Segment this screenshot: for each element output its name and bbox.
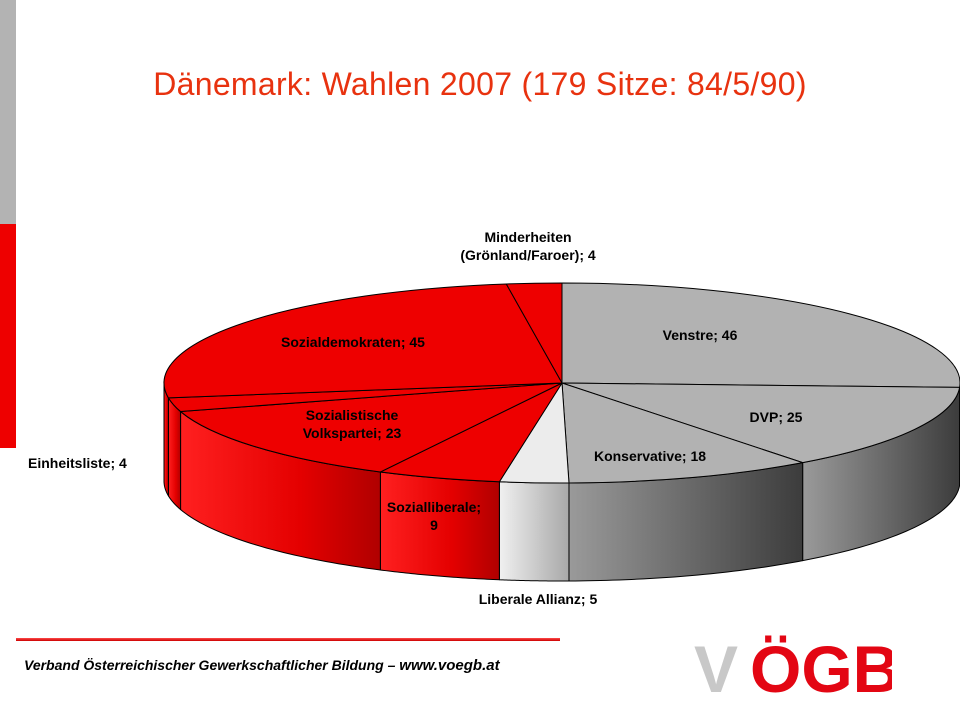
data-label-sozialistische-volkspartei: Sozialistische Volkspartei; 23 (303, 407, 402, 441)
pie-slice-minderheiten-gr-nland-faroer (505, 282, 563, 384)
pie-slice-sozialistische-volkspartei (180, 382, 563, 473)
data-label-socialliberale: Sozialliberale; 9 (387, 499, 481, 533)
data-label-line: Volkspartei; 23 (303, 425, 402, 441)
pie-slice-tops (163, 282, 960, 484)
data-label-einheitsliste: Einheitsliste; 4 (28, 455, 127, 471)
data-label-liberale-allianz: Liberale Allianz; 5 (479, 591, 598, 607)
data-label-minderheiten-gr-nland-faroer: Minderheiten (Grönland/Faroer); 4 (460, 229, 596, 263)
data-label-line: Venstre; 46 (663, 327, 738, 343)
data-label-line: Einheitsliste; 4 (28, 455, 127, 471)
data-label-konservative: Konservative; 18 (594, 448, 706, 464)
data-label-line: (Grönland/Faroer); 4 (460, 247, 596, 263)
pie-slice-sozialdemokraten (163, 283, 563, 399)
data-label-sozialdemokraten: Sozialdemokraten; 45 (281, 334, 425, 350)
data-label-line: DVP; 25 (750, 409, 803, 425)
data-label-line: Sozialliberale; (387, 499, 481, 515)
footer-credit: Verband Österreichischer Gewerkschaftlic… (24, 657, 500, 674)
data-label-line: Sozialistische (306, 407, 399, 423)
data-label-line: Konservative; 18 (594, 448, 706, 464)
pie-side-socialliberale (379, 471, 500, 581)
footer-divider (16, 638, 560, 641)
data-label-dvp: DVP; 25 (750, 409, 803, 425)
slide-title: Dänemark: Wahlen 2007 (179 Sitze: 84/5/9… (153, 66, 807, 102)
pie-side-einheitsliste (167, 397, 182, 511)
pie-side-liberale-allianz (498, 481, 570, 582)
svg-text:V: V (694, 632, 738, 700)
data-label-line: Minderheiten (484, 229, 571, 245)
pie-slice-venstre (561, 282, 960, 388)
side-accent-gray (0, 0, 16, 224)
pie-slice-konservative (561, 382, 804, 484)
pie-side-walls (163, 382, 960, 582)
voegb-logo-mark: V ÖGB (694, 632, 892, 700)
pie-labels: Venstre; 46 DVP; 25 Konservative; 18 Libera… (28, 229, 803, 607)
side-accent-red (0, 224, 16, 448)
svg-text:ÖGB: ÖGB (750, 632, 892, 700)
data-label-venstre: Venstre; 46 (663, 327, 738, 343)
data-label-line: 9 (430, 517, 438, 533)
voegb-logo: V ÖGB (694, 632, 892, 700)
data-label-line: Sozialdemokraten; 45 (281, 334, 425, 350)
pie-side-sozialdemokraten (163, 382, 169, 497)
footer-organization: Verband Österreichischer Gewerkschaftlic… (24, 657, 400, 673)
pie-slice-dvp (561, 382, 960, 464)
footer-url[interactable]: www.voegb.at (399, 657, 500, 674)
data-label-line: Liberale Allianz; 5 (479, 591, 598, 607)
